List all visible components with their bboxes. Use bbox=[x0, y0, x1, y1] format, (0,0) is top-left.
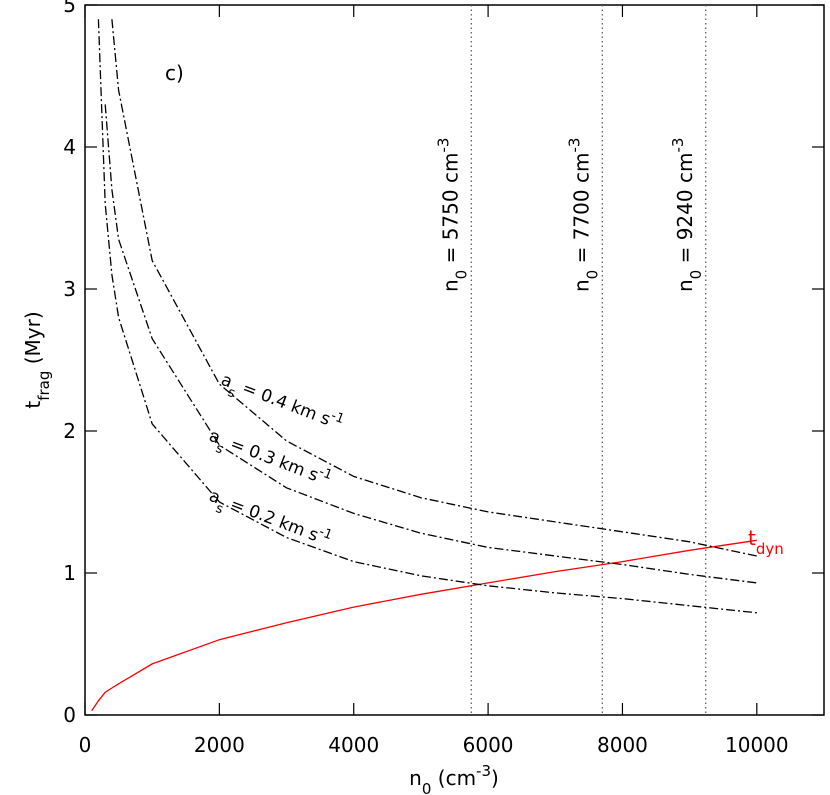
x-tick-label: 6000 bbox=[463, 733, 514, 757]
y-tick-label: 3 bbox=[63, 277, 76, 301]
reference-label: n0 = 5750 cm-3 bbox=[434, 138, 470, 292]
series-label-part: s bbox=[214, 500, 226, 517]
reference-label-part: n bbox=[438, 279, 462, 292]
reference-label-part: -3 bbox=[434, 138, 452, 153]
y-tick-label: 5 bbox=[63, 0, 76, 17]
series-line bbox=[111, 19, 757, 557]
reference-label-part: 0 bbox=[452, 270, 470, 280]
y-axis-label-part: frag bbox=[35, 371, 53, 401]
series-line bbox=[91, 539, 757, 712]
x-tick-label: 0 bbox=[79, 733, 92, 757]
series-label: as = 0.3 km s-1 bbox=[204, 423, 335, 497]
y-axis-label-part: (Myr) bbox=[21, 311, 45, 370]
x-axis-label-part: -3 bbox=[476, 762, 491, 780]
x-tick-label: 10000 bbox=[725, 733, 789, 757]
x-axis-label-part: ) bbox=[491, 766, 499, 790]
y-tick-label: 0 bbox=[63, 703, 76, 727]
series-label-part: = 0.4 km s bbox=[234, 376, 333, 430]
series-label: as = 0.2 km s-1 bbox=[204, 483, 335, 557]
x-axis-label-part: 0 bbox=[422, 780, 432, 795]
reference-label-part: = 9240 cm bbox=[673, 153, 697, 270]
reference-label: n0 = 9240 cm-3 bbox=[669, 138, 705, 292]
y-axis-label: tfrag (Myr) bbox=[21, 311, 53, 408]
series-label-part: = 0.2 km s bbox=[222, 492, 321, 546]
series-label: as = 0.4 km s-1 bbox=[216, 367, 347, 441]
series-label-part: s bbox=[214, 440, 226, 457]
series-label: tdyn bbox=[748, 526, 784, 558]
reference-label-part: = 5750 cm bbox=[438, 153, 462, 270]
y-tick-label: 1 bbox=[63, 561, 76, 585]
y-tick-label: 2 bbox=[63, 419, 76, 443]
x-tick-label: 4000 bbox=[328, 733, 379, 757]
reference-label-part: n bbox=[673, 279, 697, 292]
x-axis-label-part: n bbox=[409, 766, 422, 790]
series-label-part: t bbox=[748, 526, 756, 550]
reference-label-part: 0 bbox=[583, 270, 601, 280]
x-tick-label: 8000 bbox=[597, 733, 648, 757]
series-label-part: -1 bbox=[317, 524, 334, 543]
reference-label-part: 0 bbox=[687, 270, 705, 280]
reference-label: n0 = 7700 cm-3 bbox=[565, 138, 601, 292]
x-axis-label: n0 (cm-3) bbox=[409, 762, 499, 795]
reference-label-part: -3 bbox=[565, 138, 583, 153]
reference-label-part: -3 bbox=[669, 138, 687, 153]
x-tick-label: 2000 bbox=[194, 733, 245, 757]
x-axis-label-part: (cm bbox=[431, 766, 476, 790]
panel-label: c) bbox=[165, 61, 184, 85]
y-axis-label-part: t bbox=[21, 401, 45, 409]
plot-frame bbox=[84, 4, 825, 716]
y-tick-label: 4 bbox=[63, 135, 76, 159]
series-line bbox=[97, 19, 757, 614]
series-label-part: -1 bbox=[317, 464, 334, 483]
series-line bbox=[104, 104, 757, 584]
reference-label-part: n bbox=[569, 279, 593, 292]
series-label-part: dyn bbox=[756, 540, 784, 558]
reference-label-part: = 7700 cm bbox=[569, 153, 593, 270]
series-label-part: s bbox=[226, 384, 238, 401]
series-label-part: -1 bbox=[329, 408, 346, 427]
